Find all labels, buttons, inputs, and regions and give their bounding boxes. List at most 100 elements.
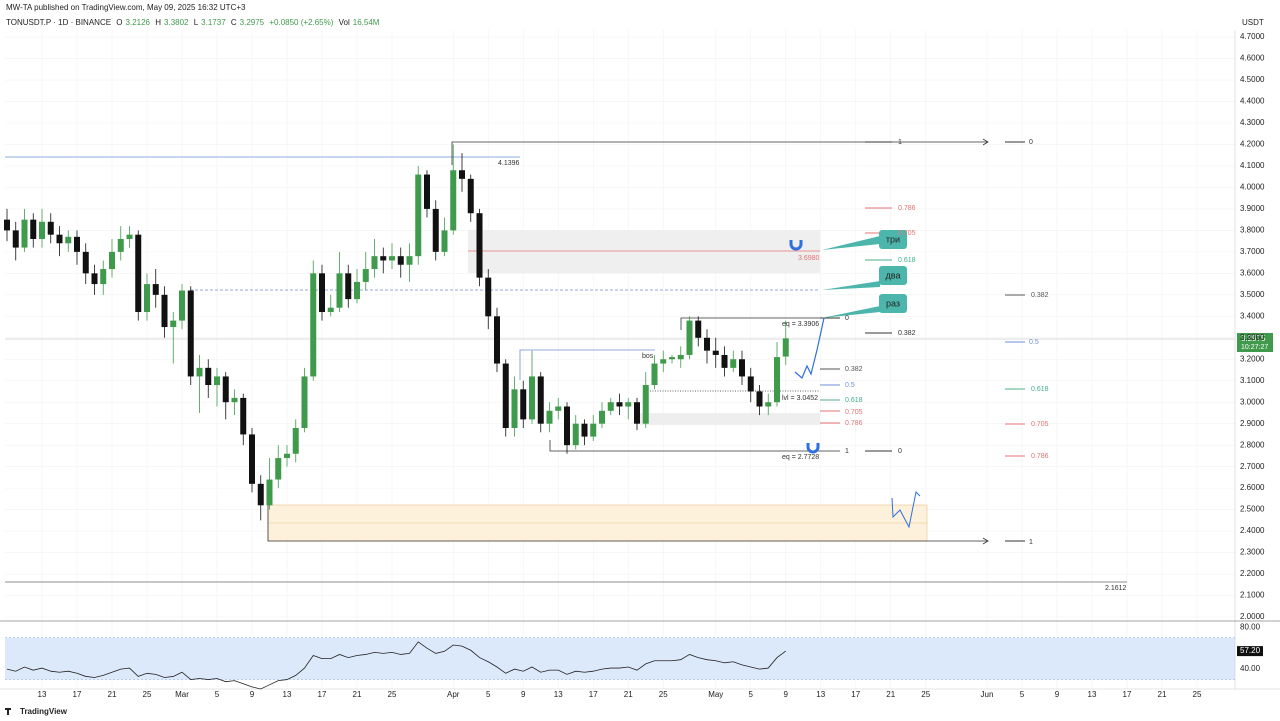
ohlc-value: 3.2126 (125, 18, 150, 27)
candle-body (82, 251, 89, 274)
candle-body (4, 219, 10, 231)
projection (891, 490, 921, 529)
candle-body (30, 219, 37, 239)
candle-body (712, 350, 719, 355)
annotation: 0.382 (845, 366, 863, 373)
gray-zone (640, 413, 820, 425)
y-tick-label: 2.9000 (1240, 419, 1265, 428)
candle-body (196, 367, 203, 377)
annotation: 0.786 (845, 420, 863, 427)
candle-body (275, 458, 282, 480)
candle-body (336, 273, 343, 308)
y-tick-label: 4.6000 (1240, 54, 1265, 63)
bubble-tail (822, 236, 880, 250)
countdown: 10:27:27 (1241, 344, 1268, 351)
candle-body (135, 234, 142, 313)
candle-body (187, 290, 194, 377)
y-tick-label: 2.4000 (1240, 526, 1265, 535)
x-tick-label: 17 (73, 690, 82, 699)
y-tick-label: 4.3000 (1240, 118, 1265, 127)
annotation: 0.786 (1031, 453, 1049, 460)
candle-body (231, 397, 238, 403)
candle-body (642, 385, 649, 424)
y-tick-label: 2.6000 (1240, 483, 1265, 492)
candle-body (546, 410, 553, 424)
candle-body (415, 174, 422, 257)
rsi-tick-label: 80.00 (1240, 622, 1261, 631)
symbol: TONUSDT.P · 1D · BINANCE (6, 18, 112, 27)
candle-body (91, 273, 98, 285)
y-tick-label: 2.2000 (1240, 569, 1265, 578)
x-tick-label: 21 (1158, 690, 1167, 699)
drawings (5, 138, 1235, 583)
candle-body (730, 359, 737, 368)
bubble-text: два (886, 270, 901, 280)
y-tick-label: 4.0000 (1240, 183, 1265, 192)
candle-body (502, 363, 509, 428)
range-line (680, 317, 820, 330)
x-tick-label: 17 (851, 690, 860, 699)
x-tick-label: 25 (921, 690, 930, 699)
y-tick-label: 3.3000 (1240, 333, 1265, 342)
rsi-band (5, 637, 1235, 680)
candle-body (292, 427, 299, 454)
brand: TradingView (20, 707, 68, 716)
bos-line (519, 349, 655, 380)
annotation: 0.705 (1031, 421, 1049, 428)
x-tick-label: May (708, 690, 723, 699)
rsi-line (6, 641, 786, 690)
y-tick-label: 3.5000 (1240, 290, 1265, 299)
annotation: 0.705 (845, 409, 863, 416)
candle-body (529, 376, 535, 420)
annotation: 3.6980 (798, 255, 820, 262)
x-tick-label: Apr (447, 690, 460, 699)
candle-body (240, 397, 247, 435)
y-tick-label: 2.7000 (1240, 462, 1265, 471)
annotation: 4.1396 (498, 160, 520, 167)
candle-body (485, 277, 492, 317)
candle-body (12, 230, 19, 248)
candle-body (170, 320, 177, 328)
candle-body (126, 234, 133, 239)
candle-body (117, 238, 124, 252)
candle-body (520, 389, 527, 420)
rsi-value-label: 57.20 (1240, 646, 1261, 655)
candle-body (249, 434, 255, 484)
candle-body (511, 389, 518, 428)
candle-body (389, 256, 395, 261)
x-tick-label: 25 (659, 690, 668, 699)
candle-body (721, 354, 728, 368)
candle-body (765, 402, 772, 407)
candle-body (362, 269, 369, 282)
candle-body (21, 219, 28, 248)
arrow-head (982, 138, 989, 146)
candle-body (371, 256, 378, 270)
y-tick-label: 3.1000 (1240, 376, 1265, 385)
bubble-text: три (886, 234, 900, 244)
annotations: 4.1396 1 0 0.786 0.705 0.618 3.6980 0.382 0 eq = … (498, 139, 1127, 592)
x-tick-label: 17 (589, 690, 598, 699)
bubble (879, 266, 907, 285)
annotation: 0.618 (1031, 386, 1049, 393)
x-tick-label: Mar (175, 690, 189, 699)
candle-body (380, 256, 387, 261)
candle-body (100, 269, 107, 285)
candle-body (214, 376, 220, 386)
y-tick-label: 2.3000 (1240, 548, 1265, 557)
supply-zone (468, 230, 820, 273)
candle-body (205, 367, 212, 386)
rsi-value-tag (1237, 646, 1263, 657)
candle-body (397, 256, 404, 265)
ohlc-key: L (193, 18, 199, 27)
candle-body (669, 357, 675, 360)
x-tick-label: 21 (108, 690, 117, 699)
y-tick-label: 3.9000 (1240, 204, 1265, 213)
candle-body (555, 406, 562, 411)
candle-body (74, 236, 80, 252)
ohlc-key: C (230, 18, 237, 27)
x-tick-label: 25 (1193, 690, 1202, 699)
candle-body (616, 402, 623, 407)
x-tick-label: 13 (1088, 690, 1097, 699)
